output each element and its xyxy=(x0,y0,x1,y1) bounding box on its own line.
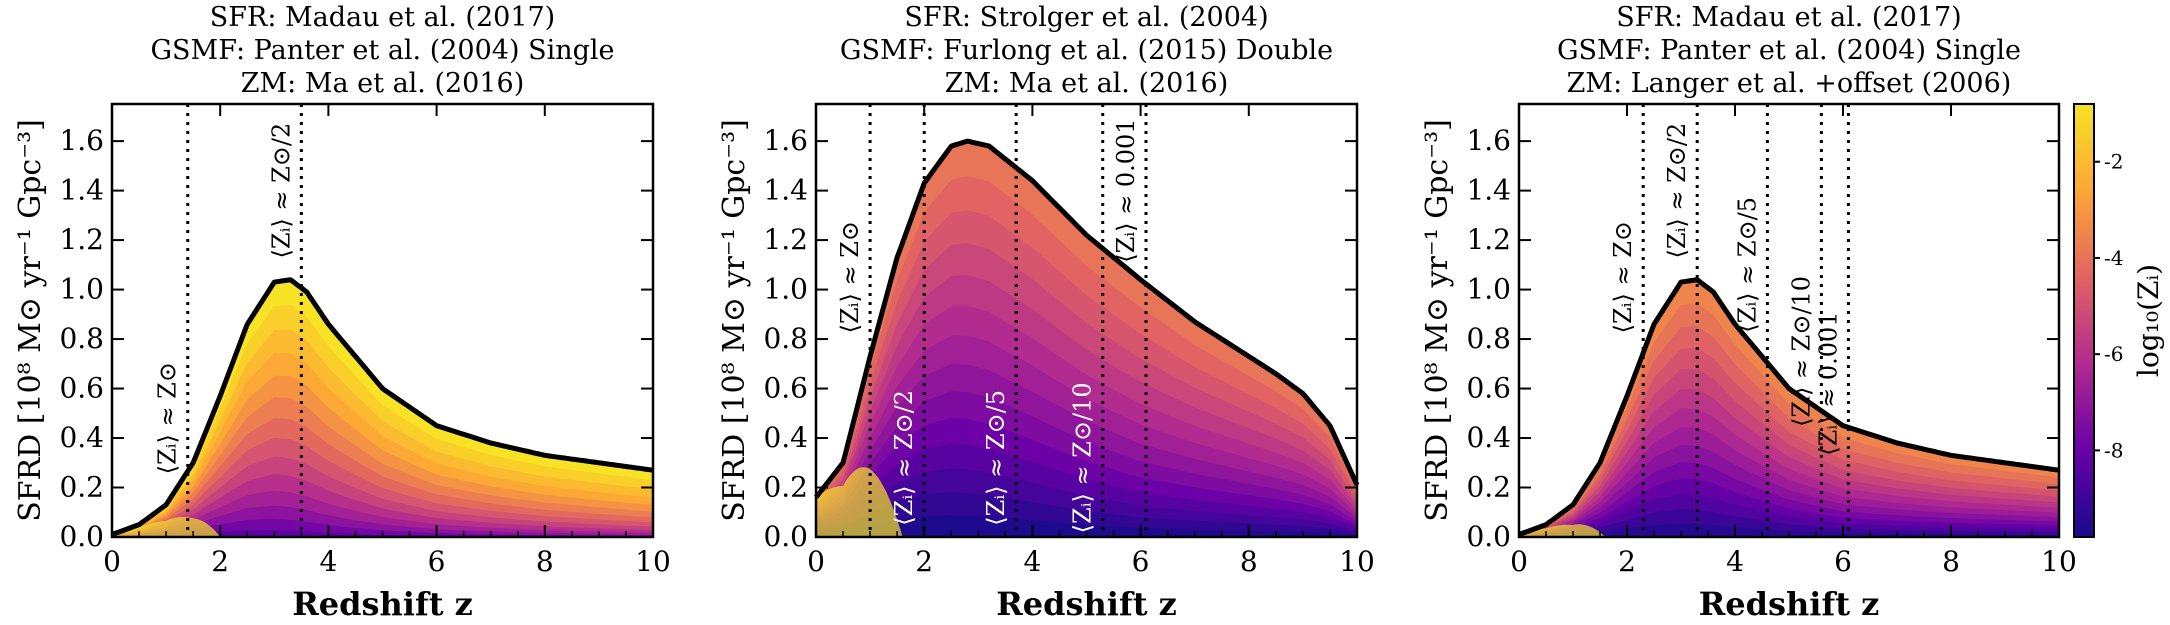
panel-3: SFR: Madau et al. (2017)GSMF: Panter et … xyxy=(1420,2,2077,623)
colorbar-tick-label: -4 xyxy=(2104,246,2123,270)
metallicity-bands xyxy=(112,279,653,537)
colorbar-tick-label: -6 xyxy=(2104,342,2123,366)
sfrd-curve xyxy=(1518,277,2060,537)
panel-title-line: ZM: Ma et al. (2016) xyxy=(241,68,525,99)
metallicity-marker-label: ⟨Zᵢ⟩ ≈ Z⊙/5 xyxy=(1733,197,1761,333)
y-tick-label: 0.8 xyxy=(59,322,104,355)
x-tick-label: 8 xyxy=(536,545,554,578)
colorbar: -2 -4 -6 -8 log₁₀(Zᵢ) xyxy=(2073,103,2165,538)
colorbar-tick-label: -2 xyxy=(2104,150,2123,174)
colorbar-label: log₁₀(Zᵢ) xyxy=(2132,264,2165,377)
metallicity-marker-label: ⟨Zᵢ⟩ ≈ Z⊙ xyxy=(1609,221,1637,333)
y-tick-label: 1.6 xyxy=(763,124,808,157)
x-tick-label: 2 xyxy=(211,545,229,578)
x-tick-label: 8 xyxy=(1942,545,1960,578)
x-tick-label: 10 xyxy=(2041,545,2077,578)
metallicity-bands xyxy=(1519,279,2059,537)
y-tick-label: 0.2 xyxy=(59,471,104,504)
y-tick-label: 1.0 xyxy=(763,273,808,306)
x-tick-label: 0 xyxy=(1510,545,1528,578)
y-tick-label: 0.6 xyxy=(763,372,808,405)
x-tick-label: 2 xyxy=(915,545,933,578)
x-tick-label: 6 xyxy=(428,545,446,578)
metallicity-marker-label: ⟨Zᵢ⟩ ≈ Z⊙/10 xyxy=(1069,382,1097,533)
metallicity-marker-label: ⟨Zᵢ⟩ ≈ 0.001 xyxy=(1814,311,1842,455)
y-tick-label: 0.4 xyxy=(59,421,104,454)
y-axis-label: SFRD [10⁸ M⊙ yr⁻¹ Gpc⁻³] xyxy=(717,119,752,522)
y-tick-label: 0.6 xyxy=(1466,372,1511,405)
colorbar-tick-label: -8 xyxy=(2104,438,2123,462)
panel-title-line: SFR: Madau et al. (2017) xyxy=(1616,2,1961,33)
y-tick-label: 1.6 xyxy=(59,124,104,157)
x-tick-label: 0 xyxy=(807,545,825,578)
x-tick-label: 6 xyxy=(1834,545,1852,578)
x-axis-label: Redshift z xyxy=(996,585,1177,623)
y-axis-label: SFRD [10⁸ M⊙ yr⁻¹ Gpc⁻³] xyxy=(1420,119,1455,522)
x-tick-label: 4 xyxy=(1023,545,1041,578)
y-tick-label: 0.8 xyxy=(763,322,808,355)
x-tick-label: 4 xyxy=(319,545,337,578)
y-tick-label: 0.4 xyxy=(763,421,808,454)
y-tick-label: 1.6 xyxy=(1466,124,1511,157)
metallicity-marker-label: ⟨Zᵢ⟩ ≈ Z⊙/2 xyxy=(267,123,295,259)
x-tick-label: 2 xyxy=(1618,545,1636,578)
panel-title-line: SFR: Strolger et al. (2004) xyxy=(904,2,1268,33)
y-tick-label: 1.0 xyxy=(1466,273,1511,306)
sfrd-curve xyxy=(814,138,1360,499)
y-tick-label: 0.2 xyxy=(1466,471,1511,504)
y-tick-label: 0.6 xyxy=(59,372,104,405)
metallicity-marker-label: ⟨Zᵢ⟩ ≈ Z⊙/2 xyxy=(890,390,918,526)
y-tick-label: 1.2 xyxy=(763,223,808,256)
panel-1: SFR: Madau et al. (2017)GSMF: Panter et … xyxy=(13,2,671,623)
y-tick-label: 1.4 xyxy=(763,174,808,207)
y-tick-label: 0.0 xyxy=(1466,520,1511,553)
colorbar-gradient xyxy=(2073,103,2095,538)
x-tick-label: 6 xyxy=(1132,545,1150,578)
x-tick-label: 4 xyxy=(1726,545,1744,578)
y-axis-label: SFRD [10⁸ M⊙ yr⁻¹ Gpc⁻³] xyxy=(13,119,48,522)
metallicity-marker-label: ⟨Zᵢ⟩ ≈ Z⊙/2 xyxy=(1663,123,1691,259)
x-tick-label: 10 xyxy=(635,545,671,578)
y-tick-label: 0.8 xyxy=(1466,322,1511,355)
y-tick-label: 0.4 xyxy=(1466,421,1511,454)
metallicity-bands xyxy=(816,141,1357,537)
x-tick-label: 10 xyxy=(1339,545,1375,578)
y-tick-label: 1.4 xyxy=(59,174,104,207)
x-axis-label: Redshift z xyxy=(292,585,473,623)
y-tick-label: 0.0 xyxy=(763,520,808,553)
panel-title-line: GSMF: Panter et al. (2004) Single xyxy=(150,35,614,66)
metallicity-marker-label: ⟨Zᵢ⟩ ≈ Z⊙ xyxy=(154,362,182,474)
metallicity-marker-label: ⟨Zᵢ⟩ ≈ Z⊙/5 xyxy=(982,390,1010,526)
panel-title-line: ZM: Ma et al. (2016) xyxy=(945,68,1229,99)
metallicity-marker-label: ⟨Zᵢ⟩ ≈ Z⊙/10 xyxy=(1787,276,1815,427)
y-tick-label: 1.4 xyxy=(1466,174,1511,207)
y-tick-label: 1.2 xyxy=(1466,223,1511,256)
panel-title-line: GSMF: Furlong et al. (2015) Double xyxy=(840,35,1333,66)
metallicity-marker-label: ⟨Zᵢ⟩ ≈ 0.001 xyxy=(1112,118,1140,262)
y-tick-label: 1.0 xyxy=(59,273,104,306)
x-axis-label: Redshift z xyxy=(1699,585,1880,623)
panel-title-line: SFR: Madau et al. (2017) xyxy=(210,2,555,33)
sfrd-curve xyxy=(111,277,654,537)
panel-title-line: GSMF: Panter et al. (2004) Single xyxy=(1557,35,2021,66)
y-tick-label: 1.2 xyxy=(59,223,104,256)
panel-title-line: ZM: Langer et al. +offset (2006) xyxy=(1567,68,2012,99)
y-tick-label: 0.0 xyxy=(59,520,104,553)
metallicity-marker-label: ⟨Zᵢ⟩ ≈ Z⊙ xyxy=(836,221,864,333)
panel-2: SFR: Strolger et al. (2004)GSMF: Furlong… xyxy=(717,2,1375,623)
y-tick-label: 0.2 xyxy=(763,471,808,504)
x-tick-label: 0 xyxy=(103,545,121,578)
x-tick-label: 8 xyxy=(1240,545,1258,578)
